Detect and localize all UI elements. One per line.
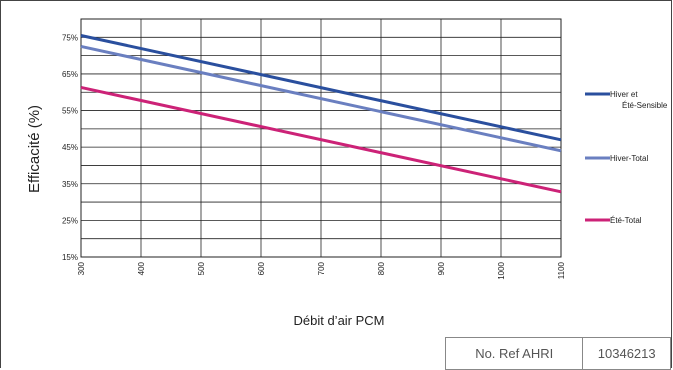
x-tick-label: 600: [257, 261, 266, 275]
x-tick-labels: 300 400 500 600 700 800 900 1000 1100: [77, 261, 566, 279]
series-line: [80, 86, 562, 194]
legend-label: Hiver-Total: [610, 154, 648, 163]
x-tick-label: 1000: [497, 261, 506, 279]
series-line: [80, 34, 562, 142]
series-lines: [80, 34, 562, 194]
ahri-reference-value: 10346213: [582, 337, 671, 370]
y-tick-label: 35%: [62, 180, 78, 189]
x-tick-label: 500: [197, 261, 206, 275]
y-tick-label: 25%: [62, 216, 78, 225]
y-tick-label: 75%: [62, 33, 78, 42]
plot-border: [80, 18, 562, 258]
series-line: [80, 44, 562, 153]
x-tick-label: 800: [377, 261, 386, 275]
grid-layer: [80, 18, 562, 258]
x-tick-label: 300: [77, 261, 86, 275]
ahri-reference-label: No. Ref AHRI: [444, 337, 584, 370]
y-tick-label: 65%: [62, 70, 78, 79]
y-tick-labels: 15% 25% 35% 45% 55% 65% 75%: [62, 33, 78, 262]
efficiency-chart: 15% 25% 35% 45% 55% 65% 75% 300 400 500 600 700 800…: [26, 18, 668, 328]
y-tick-label: 55%: [62, 107, 78, 116]
y-axis-title: Efficacité (%): [26, 105, 43, 193]
x-tick-label: 1100: [557, 261, 566, 279]
ahri-reference-row: No. Ref AHRI 10346213: [444, 337, 671, 370]
x-tick-label: 900: [437, 261, 446, 275]
ahri-reference-table: No. Ref AHRI 10346213: [444, 337, 671, 370]
x-tick-label: 700: [317, 261, 326, 275]
x-tick-label: 400: [137, 261, 146, 275]
legend-label: Été-Total: [610, 216, 642, 225]
y-tick-label: 15%: [62, 253, 78, 262]
y-tick-label: 45%: [62, 143, 78, 152]
legend: Hiver et Été-Sensible Hiver-Total Été-Total: [585, 90, 668, 225]
x-axis-title: Débit d’air PCM: [293, 313, 384, 328]
legend-label: Hiver et Été-Sensible: [610, 90, 668, 110]
